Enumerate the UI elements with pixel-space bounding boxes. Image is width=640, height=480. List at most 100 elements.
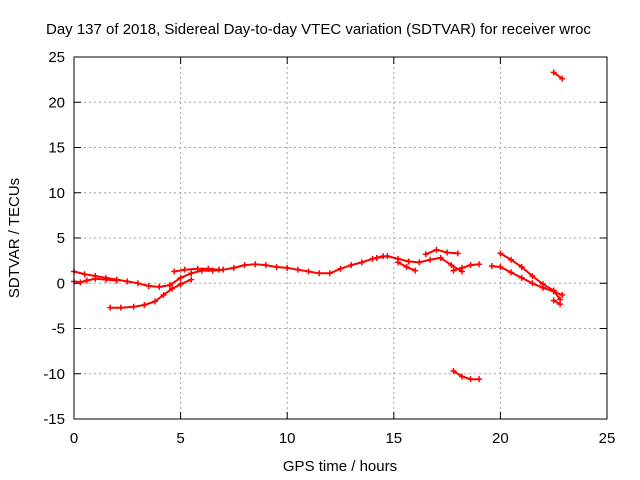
data-point bbox=[405, 258, 412, 265]
data-point bbox=[450, 267, 457, 274]
data-point bbox=[273, 263, 280, 270]
data-point bbox=[467, 376, 474, 383]
data-point bbox=[459, 373, 466, 380]
series-arc-10 bbox=[497, 250, 564, 303]
data-point bbox=[205, 265, 212, 272]
data-point bbox=[550, 297, 557, 304]
data-point bbox=[145, 282, 152, 289]
chart-title: Day 137 of 2018, Sidereal Day-to-day VTE… bbox=[46, 21, 591, 38]
series-arc-3 bbox=[107, 276, 195, 311]
data-point bbox=[113, 277, 120, 284]
data-point bbox=[559, 292, 566, 299]
x-axis-ticks: 0 5 10 15 20 25 bbox=[70, 57, 616, 447]
x-tick-label: 25 bbox=[599, 430, 616, 447]
data-point bbox=[284, 264, 291, 271]
data-point bbox=[77, 279, 84, 286]
series-band bbox=[73, 255, 385, 288]
data-point bbox=[412, 267, 419, 274]
y-tick-label: 20 bbox=[48, 94, 65, 111]
data-point bbox=[326, 270, 333, 277]
data-point bbox=[488, 263, 495, 270]
data-point bbox=[262, 262, 269, 269]
data-point bbox=[134, 280, 141, 287]
data-point bbox=[241, 262, 248, 269]
x-tick-label: 10 bbox=[279, 430, 296, 447]
y-tick-label: -10 bbox=[43, 366, 65, 383]
data-point bbox=[152, 298, 159, 305]
series-arc-11 bbox=[550, 297, 564, 308]
data-point bbox=[369, 255, 376, 262]
data-point bbox=[160, 292, 167, 299]
data-point bbox=[557, 301, 564, 308]
y-tick-label: 0 bbox=[57, 275, 65, 292]
data-point bbox=[230, 264, 237, 271]
y-tick-label: -15 bbox=[43, 411, 65, 428]
series-arc-4 bbox=[171, 265, 222, 275]
x-tick-label: 5 bbox=[176, 430, 184, 447]
y-tick-label: 10 bbox=[48, 185, 65, 202]
data-point bbox=[181, 266, 188, 273]
data-point bbox=[384, 253, 391, 260]
data-point bbox=[476, 261, 483, 268]
y-axis-label: SDTVAR / TECUs bbox=[6, 178, 23, 298]
data-point bbox=[141, 301, 148, 308]
data-point bbox=[508, 256, 515, 263]
data-point bbox=[518, 263, 525, 270]
data-point bbox=[518, 274, 525, 281]
data-point bbox=[550, 69, 557, 76]
data-point bbox=[454, 250, 461, 257]
data-point bbox=[337, 265, 344, 272]
data-point bbox=[437, 254, 444, 261]
x-tick-label: 20 bbox=[492, 430, 509, 447]
data-point bbox=[305, 268, 312, 275]
grid bbox=[74, 57, 607, 419]
data-point bbox=[497, 250, 504, 257]
data-point bbox=[92, 275, 99, 282]
data-series bbox=[71, 69, 566, 383]
data-point bbox=[107, 304, 114, 311]
data-point bbox=[81, 271, 88, 278]
data-point bbox=[422, 251, 429, 258]
x-tick-label: 15 bbox=[385, 430, 402, 447]
series-arc-13 bbox=[550, 69, 566, 82]
series-band bbox=[452, 370, 481, 381]
data-point bbox=[358, 259, 365, 266]
y-tick-label: -5 bbox=[52, 321, 65, 338]
y-tick-label: 5 bbox=[57, 230, 65, 247]
data-point bbox=[373, 254, 380, 261]
data-point bbox=[497, 263, 504, 270]
y-axis-ticks: -15 -10 -5 0 5 10 15 20 25 bbox=[43, 49, 607, 428]
data-point bbox=[433, 246, 440, 253]
data-point bbox=[508, 269, 515, 276]
data-point bbox=[450, 368, 457, 375]
data-point bbox=[117, 304, 124, 311]
series-band bbox=[452, 263, 481, 272]
data-point bbox=[348, 262, 355, 269]
data-point bbox=[83, 277, 90, 284]
data-point bbox=[467, 262, 474, 269]
data-point bbox=[252, 261, 259, 268]
series-arc-8 bbox=[450, 261, 483, 274]
data-point bbox=[215, 266, 222, 273]
data-point bbox=[188, 276, 195, 283]
x-tick-label: 0 bbox=[70, 430, 78, 447]
series-band bbox=[552, 71, 564, 80]
data-point bbox=[171, 268, 178, 275]
data-point bbox=[130, 303, 137, 310]
plot-frame bbox=[73, 56, 608, 420]
data-point bbox=[403, 263, 410, 270]
data-point bbox=[188, 270, 195, 277]
data-point bbox=[529, 280, 536, 287]
series-arc-7 bbox=[422, 246, 461, 258]
series-arc-2 bbox=[71, 275, 120, 286]
data-point bbox=[427, 256, 434, 263]
data-point bbox=[559, 75, 566, 82]
data-point bbox=[529, 273, 536, 280]
y-tick-label: 15 bbox=[48, 140, 65, 157]
x-axis-label: GPS time / hours bbox=[283, 458, 397, 475]
data-point bbox=[166, 282, 173, 289]
y-tick-label: 25 bbox=[48, 49, 65, 66]
series-arc-6 bbox=[395, 259, 419, 274]
data-point bbox=[316, 270, 323, 277]
